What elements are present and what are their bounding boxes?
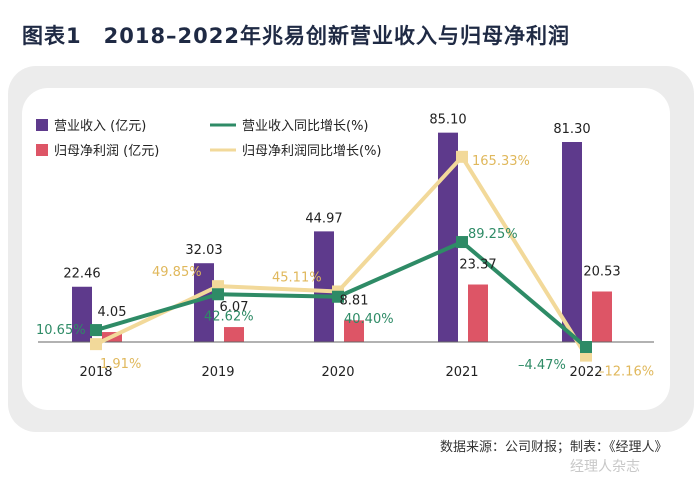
legend-label-0: 营业收入 (亿元) [54,119,146,134]
chart-title: 图表1 2018–2022年兆易创新营业收入与归母净利润 [22,24,571,48]
revenue-bar-2020 [314,231,334,342]
profit-label-2022: 20.53 [583,264,620,279]
profit-growth-label-2022: –12.16% [598,365,654,380]
profit-label-2021: 23.37 [459,258,496,273]
profit-bar-2019 [224,327,244,342]
profit-growth-label-2020: 45.11% [272,270,322,285]
revenue-growth-marker-2021 [456,236,468,249]
profit-growth-line [95,154,588,357]
legend-swatch-0 [36,119,48,131]
revenue-bar-2018 [72,286,92,342]
growth-lines [90,150,592,362]
revenue-label-2021: 85.10 [429,113,466,128]
x-tick-2020: 2020 [321,365,354,380]
profit-growth-label-2018: 1.91% [100,357,141,372]
profit-label-2019: 6.07 [220,300,249,315]
revenue-growth-label-2018: 10.65% [36,323,86,338]
revenue-growth-label-2021: 89.25% [468,227,518,242]
x-tick-2018: 2018 [79,365,112,380]
profit-bar-2022 [592,291,612,342]
revenue-bar-2019 [194,263,214,342]
profit-growth-marker-2021 [456,150,468,163]
revenue-growth-label-2019: 42.62% [204,309,254,324]
profit-label-2020: 8.81 [340,293,369,308]
legend: 营业收入 (亿元) 归母净利润 (亿元) 营业收入同比增长(%) 归母净利润同比增长(… [36,119,382,159]
profit-bar-2020 [344,320,364,342]
revenue-label-2020: 44.97 [305,211,342,226]
profit-growth-label-2021: 165.33% [472,154,530,169]
revenue-label-2018: 22.46 [63,267,100,282]
revenue-bar-2021 [438,132,458,342]
data-labels: 22.46 4.05 32.03 6.07 44.97 8.81 85.10 23.37 81.… [36,113,654,380]
revenue-growth-marker-2022 [580,341,592,354]
revenue-growth-label-2020: 40.40% [344,312,394,327]
profit-growth-marker-2018 [90,338,102,351]
revenue-growth-marker-2019 [212,288,224,301]
profit-growth-label-2019: 49.85% [152,265,202,280]
legend-swatch-1 [36,144,48,156]
data-source-note: 数据来源：公司财报；制表：《经理人》 [440,440,668,455]
revenue-growth-marker-2020 [332,290,344,303]
revenue-growth-marker-2018 [90,324,102,337]
revenue-bar-2022 [562,142,582,342]
x-tick-2021: 2021 [445,365,478,380]
x-tick-2019: 2019 [201,365,234,380]
bars [72,132,612,342]
revenue-growth-label-2022: –4.47% [518,358,566,373]
revenue-label-2022: 81.30 [553,122,590,137]
watermark: 经理人杂志 [570,459,640,475]
profit-bar-2021 [468,284,488,342]
legend-label-1: 归母净利润 (亿元) [54,144,159,159]
legend-label-2: 营业收入同比增长(%) [242,119,369,134]
legend-label-3: 归母净利润同比增长(%) [242,144,382,159]
x-tick-labels: 2018 2019 2020 2021 2022 [79,365,602,380]
x-tick-2022: 2022 [569,365,602,380]
revenue-label-2019: 32.03 [185,243,222,258]
profit-label-2018: 4.05 [98,305,127,320]
